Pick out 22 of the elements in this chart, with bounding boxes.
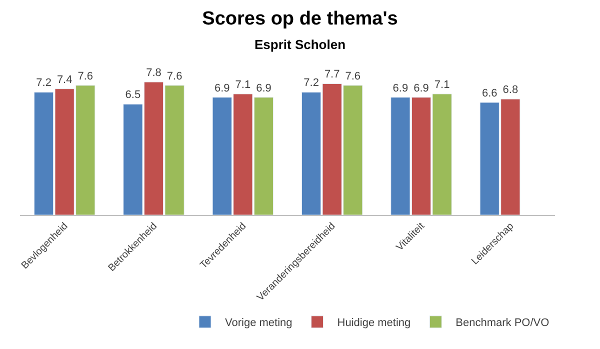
data-label: 6.5: [125, 89, 141, 102]
data-label: 7.6: [166, 70, 182, 82]
legend-label: Vorige meting: [225, 317, 292, 330]
data-label: 7.8: [146, 67, 162, 79]
data-label: 7.2: [304, 77, 319, 90]
data-label: 6.9: [392, 82, 408, 94]
data-label: 6.8: [502, 84, 518, 96]
data-label: 7.7: [324, 68, 340, 81]
legend-label: Benchmark PO/VO: [456, 317, 550, 330]
data-label: 7.6: [345, 70, 361, 82]
data-label: 6.9: [414, 82, 429, 94]
data-label: 6.9: [214, 82, 230, 94]
chart-title: Scores op de thema's: [202, 8, 398, 30]
data-label: 7.6: [78, 70, 94, 82]
data-label: 6.9: [256, 82, 272, 94]
data-label: 7.4: [56, 74, 72, 86]
data-label: 7.2: [36, 77, 52, 90]
legend-label: Huidige meting: [337, 317, 411, 330]
chart-subtitle: Esprit Scholen: [254, 37, 346, 52]
data-label: 7.1: [434, 78, 450, 91]
data-label: 6.6: [482, 87, 498, 100]
data-label: 7.1: [235, 78, 251, 91]
